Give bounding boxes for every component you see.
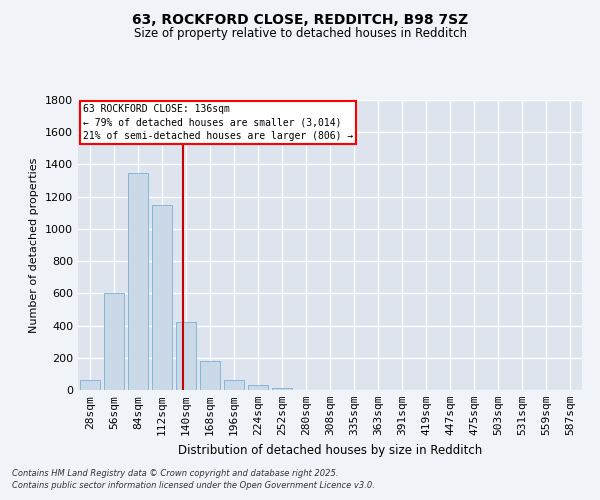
Bar: [104, 294, 124, 390]
Text: Contains HM Land Registry data © Crown copyright and database right 2025.: Contains HM Land Registry data © Crown c…: [12, 468, 338, 477]
Bar: [272, 388, 292, 390]
Bar: [248, 385, 268, 390]
Text: Contains public sector information licensed under the Open Government Licence v3: Contains public sector information licen…: [12, 481, 375, 490]
Text: 63, ROCKFORD CLOSE, REDDITCH, B98 7SZ: 63, ROCKFORD CLOSE, REDDITCH, B98 7SZ: [132, 12, 468, 26]
Bar: [152, 204, 172, 390]
Bar: [80, 380, 100, 390]
Bar: [176, 322, 196, 390]
Y-axis label: Number of detached properties: Number of detached properties: [29, 158, 40, 332]
Text: Size of property relative to detached houses in Redditch: Size of property relative to detached ho…: [133, 28, 467, 40]
Bar: [200, 361, 220, 390]
Bar: [224, 380, 244, 390]
Text: 63 ROCKFORD CLOSE: 136sqm
← 79% of detached houses are smaller (3,014)
21% of se: 63 ROCKFORD CLOSE: 136sqm ← 79% of detac…: [83, 104, 353, 141]
X-axis label: Distribution of detached houses by size in Redditch: Distribution of detached houses by size …: [178, 444, 482, 456]
Bar: [128, 172, 148, 390]
